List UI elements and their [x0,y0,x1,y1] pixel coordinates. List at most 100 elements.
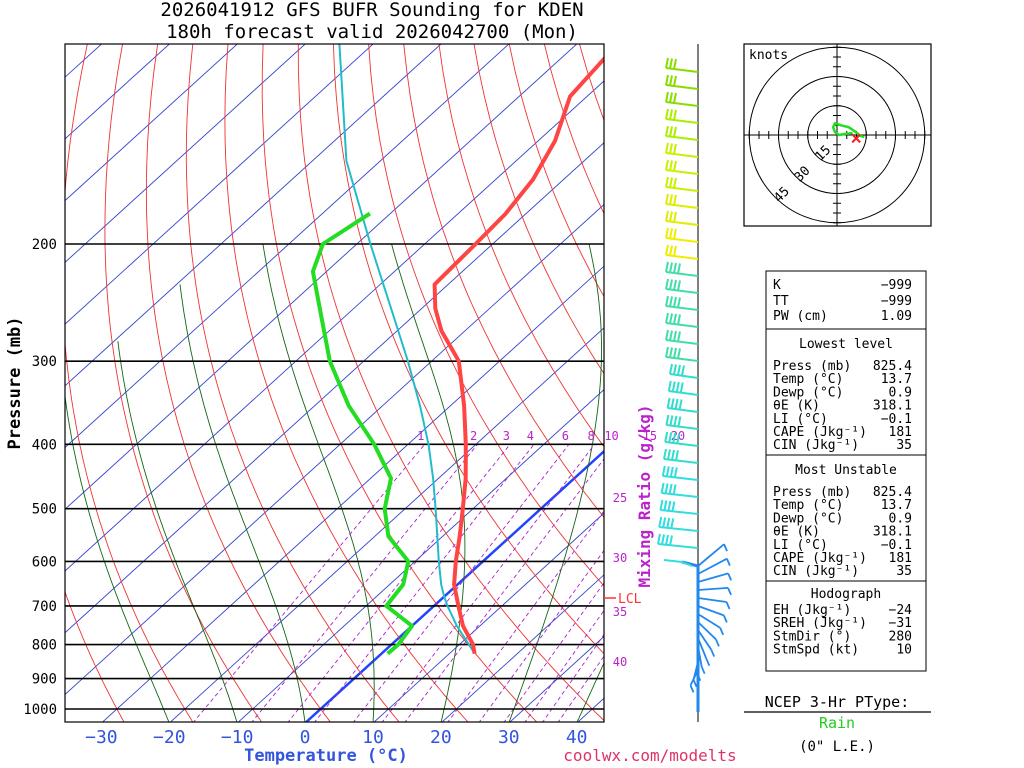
wind-barb-staff [667,407,699,413]
pressure-tick-label: 200 [32,237,57,253]
wind-barb-flag [710,649,716,657]
wind-barb-flag [669,126,673,137]
wind-barb-flag [679,382,684,393]
dry-adiabat-line [403,44,604,518]
wind-barb-flag [669,313,673,324]
wind-barb-flag [665,91,669,103]
wind-barb-flag [705,658,711,667]
cin-value: 35 [896,564,912,579]
wind-barb-flag [673,245,677,257]
temperature-tick-label: 30 [498,727,520,748]
wind-barb-staff [681,560,700,712]
wind-barb-staff [661,492,699,498]
wind-barb-staff [659,526,699,532]
mixing-ratio-line [381,443,596,722]
wind-barb-staff [665,84,699,90]
li-value: −0.1 [881,538,912,553]
moist-adiabat-line [391,243,466,722]
wind-barb-flag [669,177,673,188]
wind-barb-flag [681,365,685,376]
wind-barb-flag [673,364,677,375]
lowest-level-header: Lowest level [799,337,893,352]
dry-adiabat-line [185,44,400,722]
wind-barb-flag [665,534,669,546]
cin-value: 35 [896,438,912,453]
most-unstable-header: Most Unstable [795,463,897,478]
thetae-value: 318.1 [873,399,912,414]
wind-barb-flag [669,194,673,205]
mixing-ratio-tick-label: 15 [643,429,657,443]
tt-value: −999 [881,294,912,309]
lowest-level-rows: Press (mb) 825.4 Temp (°C) 13.7 Dewp (°C) 0.9… [773,359,912,453]
wind-barb-flag [678,399,683,410]
wind-barb-staff [665,254,699,260]
press-value: 825.4 [873,485,912,500]
pw-label: PW (cm) [773,309,828,324]
wind-barb-flag [667,449,671,460]
thetae-label: θE (K) [773,399,820,414]
wind-barb-flag [669,143,673,154]
hodograph-stats-rows: EH (Jkg⁻¹) −24 SREH (Jkg⁻¹) −31 StmDir (°) 28… [773,603,912,658]
wind-barb-flag [664,483,669,494]
sreh-value: −31 [889,616,912,631]
temperature-tick-label: 0 [300,727,311,748]
mixing-ratio-line [557,655,604,722]
wind-barb-flag [677,314,681,325]
cape-label: CAPE (Jkg⁻¹) [773,551,867,566]
li-value: −0.1 [881,412,912,427]
wind-barb-staff [663,458,699,464]
pressure-tick-label: 400 [32,437,57,453]
isotherm-line [65,44,374,325]
isotherm-line [169,327,604,722]
wind-barb-flag [673,126,677,138]
wind-barb-flag [673,160,677,172]
wind-barb-flag [669,279,673,290]
wind-barb-flag [665,57,669,69]
wind-barb-flag [665,261,669,273]
wind-barb-staff [665,305,699,311]
stats-panel: K −999 TT −999 PW (cm) 1.09 Lowest level… [765,270,927,672]
mixing-ratio-tick-label: 3 [503,429,510,443]
isotherm-line [65,44,510,449]
dewp-value: 0.9 [889,385,912,400]
wind-barb-flag [672,432,677,444]
wind-barb-staff [697,621,717,640]
moist-adiabat-line [179,284,306,722]
pressure-tick-label: 1000 [23,702,57,718]
wind-barb-flag [715,638,720,647]
wind-barb-flag [667,380,672,392]
wind-barb-staff [665,356,699,362]
wind-barb-flag [669,245,673,256]
wind-barb-staff [697,597,727,603]
mixing-ratio-line [404,458,604,722]
hodograph-stats-header: Hodograph [811,587,881,602]
pressure-tick-labels: 1000 900 800 700 600 500 400 300 200 [23,237,57,718]
mixing-ratio-tick-label: 30 [613,551,627,565]
wind-barb-flag [669,330,673,341]
wind-barb-flag [665,244,669,256]
wind-barb-flag [677,348,681,359]
wind-barb-flag [672,484,677,495]
wind-barb-flag [725,601,731,610]
wind-barb-flag [673,58,677,70]
thetae-label: θE (K) [773,525,820,540]
temperature-tick-label: −30 [85,727,118,748]
dewpoint-trace [310,211,414,656]
press-label: Press (mb) [773,359,851,374]
wind-barb-staff [697,613,721,629]
cape-value: 181 [889,551,912,566]
mixing-ratio-line [287,443,511,722]
mixing-ratio-tick-label: 35 [613,605,627,619]
wind-barb-flag [669,228,673,239]
wind-barb-flag [659,499,664,511]
wind-barb-flag [665,142,669,154]
temperature-tick-labels: −30 −20 −10 0 10 20 30 40 [85,727,587,748]
wind-barb-flag [677,416,682,427]
wind-barb-flag [673,415,678,427]
mixing-ratio-tick-label: 40 [613,655,627,669]
wind-barb-flag [661,534,665,545]
wind-barb-staff [666,424,699,430]
mixing-ratio-line [478,549,604,722]
wind-barb-flag [663,500,668,511]
cin-label: CIN (Jkg⁻¹) [773,438,859,453]
